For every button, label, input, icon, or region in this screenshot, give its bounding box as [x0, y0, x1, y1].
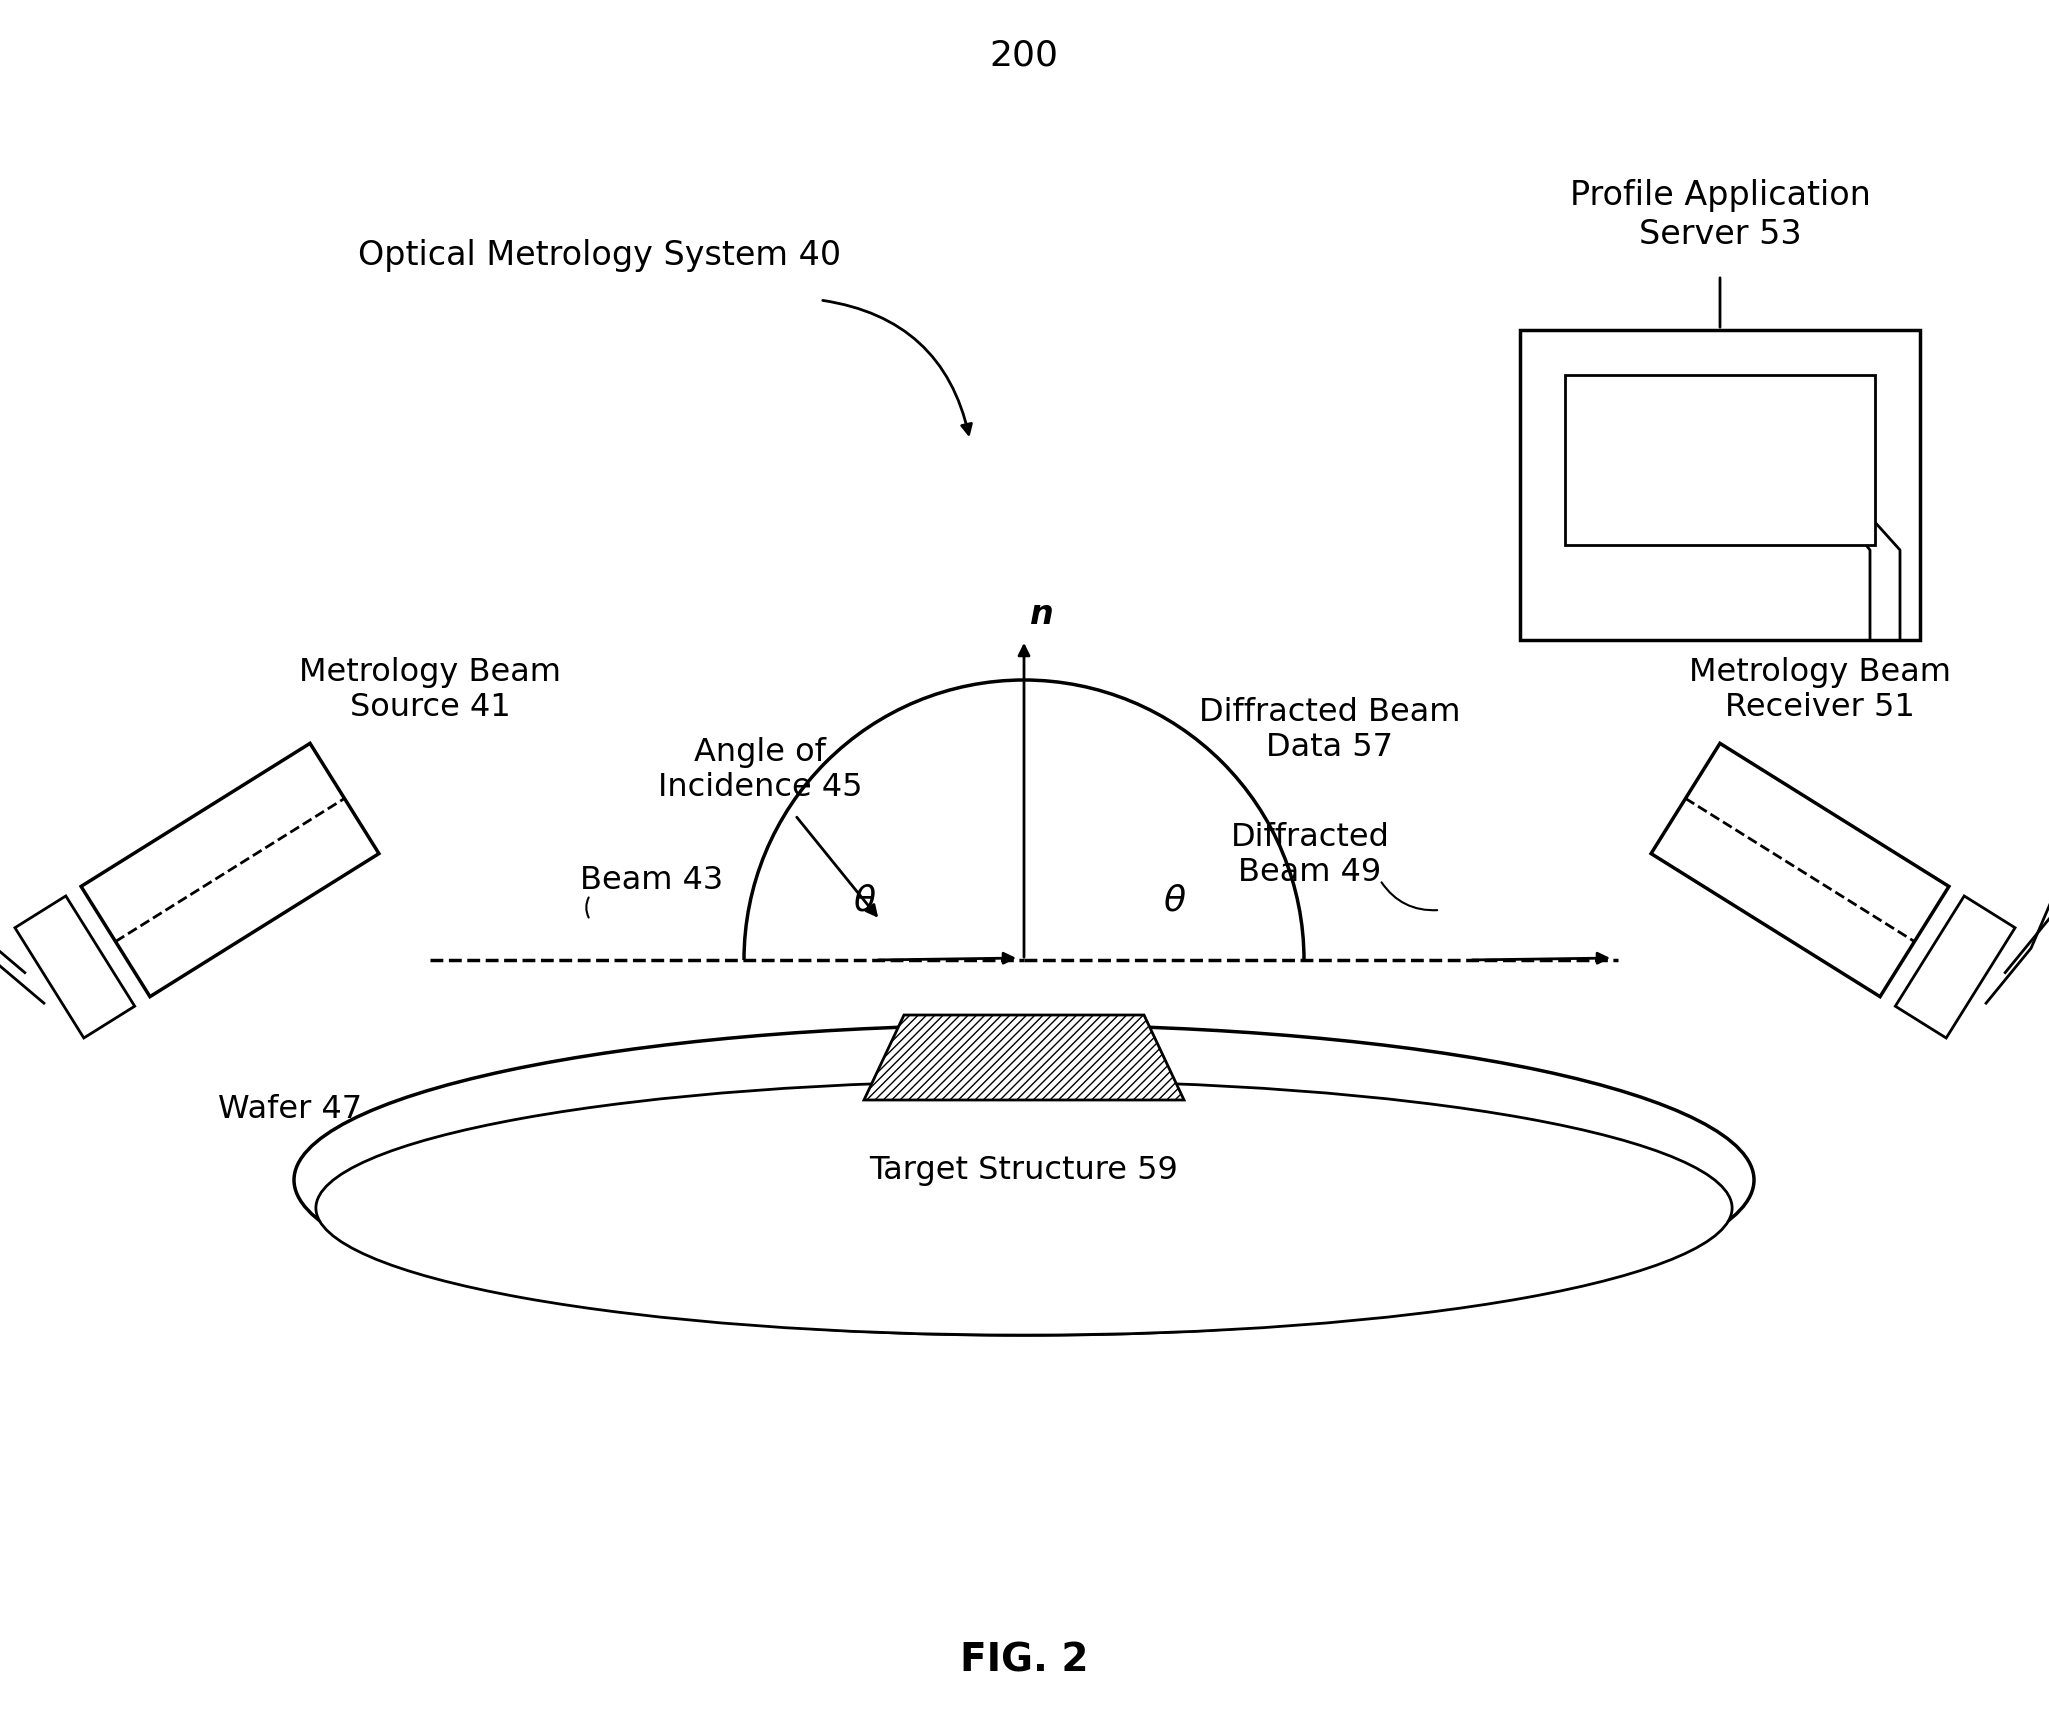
- Text: Wafer 47: Wafer 47: [217, 1094, 363, 1125]
- Text: Beam 43: Beam 43: [580, 865, 723, 895]
- Text: Profile Application
Server 53: Profile Application Server 53: [1570, 180, 1871, 250]
- Ellipse shape: [293, 1025, 1754, 1335]
- Polygon shape: [82, 743, 379, 996]
- Text: FIG. 2: FIG. 2: [959, 1642, 1088, 1679]
- Polygon shape: [1651, 743, 1949, 996]
- Text: Metrology Beam
Source 41: Metrology Beam Source 41: [299, 657, 561, 724]
- Polygon shape: [1895, 895, 2014, 1037]
- Text: 200: 200: [990, 38, 1059, 72]
- Text: Diffracted
Beam 49: Diffracted Beam 49: [1231, 822, 1389, 889]
- Text: Angle of
Incidence 45: Angle of Incidence 45: [658, 736, 863, 803]
- Bar: [1520, 330, 1920, 640]
- Text: Diffracted Beam
Data 57: Diffracted Beam Data 57: [1199, 697, 1461, 764]
- Text: θ: θ: [1164, 883, 1184, 918]
- Polygon shape: [865, 1015, 1184, 1101]
- Bar: [1565, 375, 1875, 544]
- Text: Metrology Beam
Receiver 51: Metrology Beam Receiver 51: [1688, 657, 1951, 724]
- Text: Target Structure 59: Target Structure 59: [869, 1154, 1178, 1185]
- Text: n: n: [1031, 599, 1053, 632]
- Ellipse shape: [316, 1080, 1731, 1335]
- Text: θ: θ: [852, 883, 875, 918]
- Polygon shape: [14, 895, 135, 1037]
- Text: Library 60: Library 60: [1639, 445, 1801, 476]
- Text: Optical Metrology System 40: Optical Metrology System 40: [359, 238, 842, 272]
